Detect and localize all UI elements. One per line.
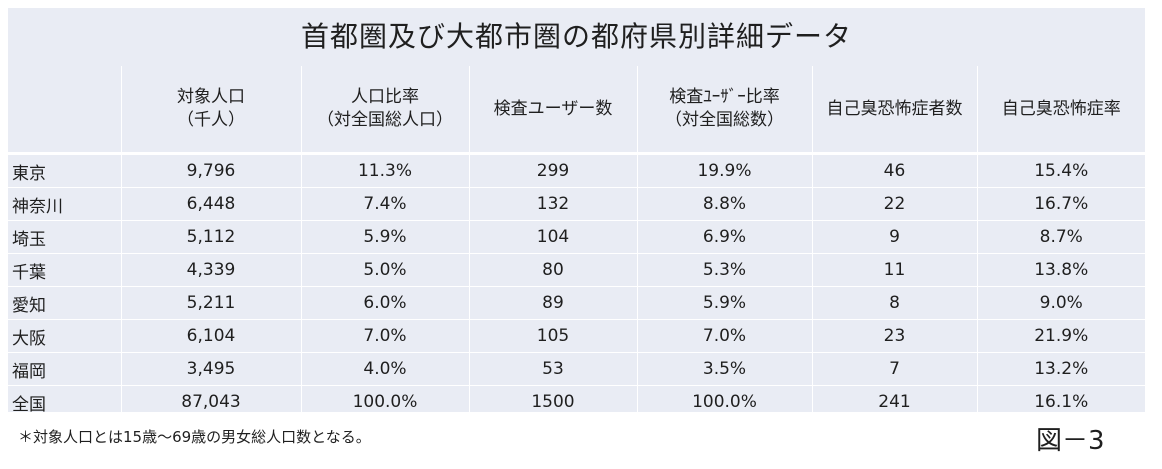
table-title: 首都圏及び大都市圏の都府県別詳細データ <box>300 20 852 53</box>
rate-cell: 15.4% <box>977 153 1145 188</box>
table-row: 東京 9,796 11.3% 299 19.9% 46 15.4% <box>8 153 1145 188</box>
user-ratio-cell: 19.9% <box>637 153 813 188</box>
pop-ratio-cell: 6.0% <box>301 286 470 320</box>
pop-ratio-cell: 11.3% <box>301 153 470 188</box>
header-line: 対象人口 <box>177 87 245 107</box>
prefecture-name: 千葉 <box>8 253 122 287</box>
users-cell: 80 <box>469 253 638 287</box>
patients-cell: 7 <box>812 352 978 386</box>
table-row: 千葉 4,339 5.0% 80 5.3% 11 13.8% <box>8 253 1145 287</box>
header-user-ratio: 検査ﾕｰｻﾞｰ比率 （対全国総数） <box>637 66 813 155</box>
header-population: 対象人口 （千人） <box>121 66 302 155</box>
header-line: 検査ユーザー数 <box>493 98 613 119</box>
prefecture-name: 神奈川 <box>8 187 122 221</box>
user-ratio-cell: 8.8% <box>637 187 813 221</box>
population-cell: 5,112 <box>121 220 302 254</box>
header-line: （対全国総人口） <box>317 110 453 130</box>
rate-cell: 21.9% <box>977 319 1145 353</box>
users-cell: 132 <box>469 187 638 221</box>
table-row: 神奈川 6,448 7.4% 132 8.8% 22 16.7% <box>8 187 1145 221</box>
header-rate: 自己臭恐怖症率 <box>977 66 1145 155</box>
header-patients: 自己臭恐怖症者数 <box>812 66 978 155</box>
users-cell: 89 <box>469 286 638 320</box>
users-cell: 299 <box>469 153 638 188</box>
users-cell: 105 <box>469 319 638 353</box>
header-line: （千人） <box>177 110 245 130</box>
population-cell: 3,495 <box>121 352 302 386</box>
header-line: （対全国総数） <box>665 110 784 130</box>
header-line: 検査ﾕｰｻﾞｰ比率 <box>669 87 780 107</box>
user-ratio-cell: 7.0% <box>637 319 813 353</box>
user-ratio-cell: 100.0% <box>637 385 813 419</box>
header-line: 自己臭恐怖症率 <box>1001 98 1121 119</box>
table-row: 大阪 6,104 7.0% 105 7.0% 23 21.9% <box>8 319 1145 353</box>
table-row: 愛知 5,211 6.0% 89 5.9% 8 9.0% <box>8 286 1145 320</box>
patients-cell: 11 <box>812 253 978 287</box>
population-cell: 4,339 <box>121 253 302 287</box>
header-users: 検査ユーザー数 <box>469 66 638 155</box>
prefecture-data-table: 対象人口 （千人） 人口比率 （対全国総人口） 検査ユーザー数 検査ﾕｰｻﾞｰ比率 （対全国… <box>8 66 1145 419</box>
prefecture-name: 埼玉 <box>8 220 122 254</box>
pop-ratio-cell: 100.0% <box>301 385 470 419</box>
users-cell: 1500 <box>469 385 638 419</box>
population-cell: 6,104 <box>121 319 302 353</box>
users-cell: 104 <box>469 220 638 254</box>
user-ratio-cell: 6.9% <box>637 220 813 254</box>
rate-cell: 9.0% <box>977 286 1145 320</box>
rate-cell: 16.1% <box>977 385 1145 419</box>
header-line: 人口比率 <box>351 87 419 107</box>
population-cell: 87,043 <box>121 385 302 419</box>
header-row: 対象人口 （千人） 人口比率 （対全国総人口） 検査ユーザー数 検査ﾕｰｻﾞｰ比率 （対全国… <box>8 66 1145 155</box>
pop-ratio-cell: 7.4% <box>301 187 470 221</box>
user-ratio-cell: 5.3% <box>637 253 813 287</box>
pop-ratio-cell: 5.0% <box>301 253 470 287</box>
table-row: 埼玉 5,112 5.9% 104 6.9% 9 8.7% <box>8 220 1145 254</box>
population-cell: 9,796 <box>121 153 302 188</box>
prefecture-name: 福岡 <box>8 352 122 386</box>
figure-label: 図－3 <box>1036 426 1105 456</box>
rate-cell: 13.8% <box>977 253 1145 287</box>
footnote: ＊対象人口とは15歳～69歳の男女総人口数となる。 <box>18 428 371 446</box>
prefecture-name: 大阪 <box>8 319 122 353</box>
header-line: 自己臭恐怖症者数 <box>826 98 963 119</box>
table-header: 対象人口 （千人） 人口比率 （対全国総人口） 検査ユーザー数 検査ﾕｰｻﾞｰ比率 （対全国… <box>8 66 1145 155</box>
population-cell: 5,211 <box>121 286 302 320</box>
user-ratio-cell: 5.9% <box>637 286 813 320</box>
prefecture-name: 愛知 <box>8 286 122 320</box>
patients-cell: 241 <box>812 385 978 419</box>
pop-ratio-cell: 7.0% <box>301 319 470 353</box>
pop-ratio-cell: 4.0% <box>301 352 470 386</box>
table-body: 東京 9,796 11.3% 299 19.9% 46 15.4% 神奈川 6,448 7.4% 1… <box>8 153 1145 419</box>
users-cell: 53 <box>469 352 638 386</box>
prefecture-name: 東京 <box>8 153 122 188</box>
data-table-card: 首都圏及び大都市圏の都府県別詳細データ 対象人口 （千人） 人口比率 （対全国総人口）… <box>8 8 1145 419</box>
rate-cell: 13.2% <box>977 352 1145 386</box>
rate-cell: 8.7% <box>977 220 1145 254</box>
patients-cell: 22 <box>812 187 978 221</box>
table-row: 全国 87,043 100.0% 1500 100.0% 241 16.1% <box>8 385 1145 419</box>
pop-ratio-cell: 5.9% <box>301 220 470 254</box>
patients-cell: 9 <box>812 220 978 254</box>
population-cell: 6,448 <box>121 187 302 221</box>
user-ratio-cell: 3.5% <box>637 352 813 386</box>
header-pop-ratio: 人口比率 （対全国総人口） <box>301 66 470 155</box>
prefecture-name: 全国 <box>8 385 122 419</box>
patients-cell: 23 <box>812 319 978 353</box>
patients-cell: 46 <box>812 153 978 188</box>
rate-cell: 16.7% <box>977 187 1145 221</box>
table-row: 福岡 3,495 4.0% 53 3.5% 7 13.2% <box>8 352 1145 386</box>
header-blank <box>8 66 122 155</box>
patients-cell: 8 <box>812 286 978 320</box>
